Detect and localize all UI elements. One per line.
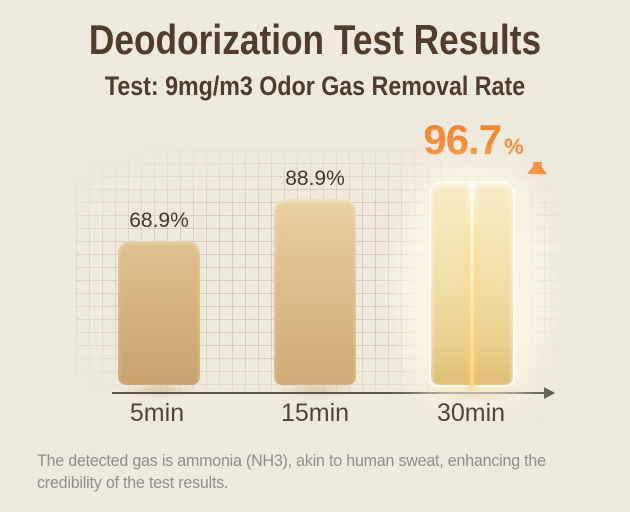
x-axis-tick-15min: 15min [280, 399, 350, 427]
bar-group-30min: 96.7 % [423, 119, 547, 389]
x-axis-tick-5min: 5min [129, 399, 185, 427]
arrow-up-icon [526, 144, 549, 177]
bar-group-15min: 88.9% [274, 167, 356, 385]
header: Deodorization Test Results Test: 9mg/m3 … [0, 16, 630, 102]
highlight-value-label: 96.7 % [423, 116, 549, 177]
bar-30min [431, 180, 513, 389]
footnote: The detected gas is ammonia (NH3), akin … [37, 451, 546, 495]
page-title: Deodorization Test Results [88, 16, 542, 63]
page-subtitle: Test: 9mg/m3 Odor Gas Removal Rate [104, 71, 526, 102]
bar-group-5min: 68.9% [118, 209, 200, 385]
highlight-unit: % [504, 134, 524, 159]
bar-highlight-streak-core [470, 181, 474, 385]
footnote-line2: credibility of the test results. [37, 473, 229, 492]
bar-5min [118, 241, 200, 385]
footnote-line1: The detected gas is ammonia (NH3), akin … [37, 452, 546, 470]
x-axis-tick-30min: 30min [436, 399, 506, 427]
x-axis-line [112, 392, 546, 394]
highlight-value: 96.7 [423, 116, 502, 163]
x-axis-arrowhead-icon [544, 387, 555, 399]
bar-value-label: 68.9% [129, 209, 189, 232]
bar-value-label: 88.9% [285, 167, 345, 190]
bar-15min [274, 199, 356, 385]
